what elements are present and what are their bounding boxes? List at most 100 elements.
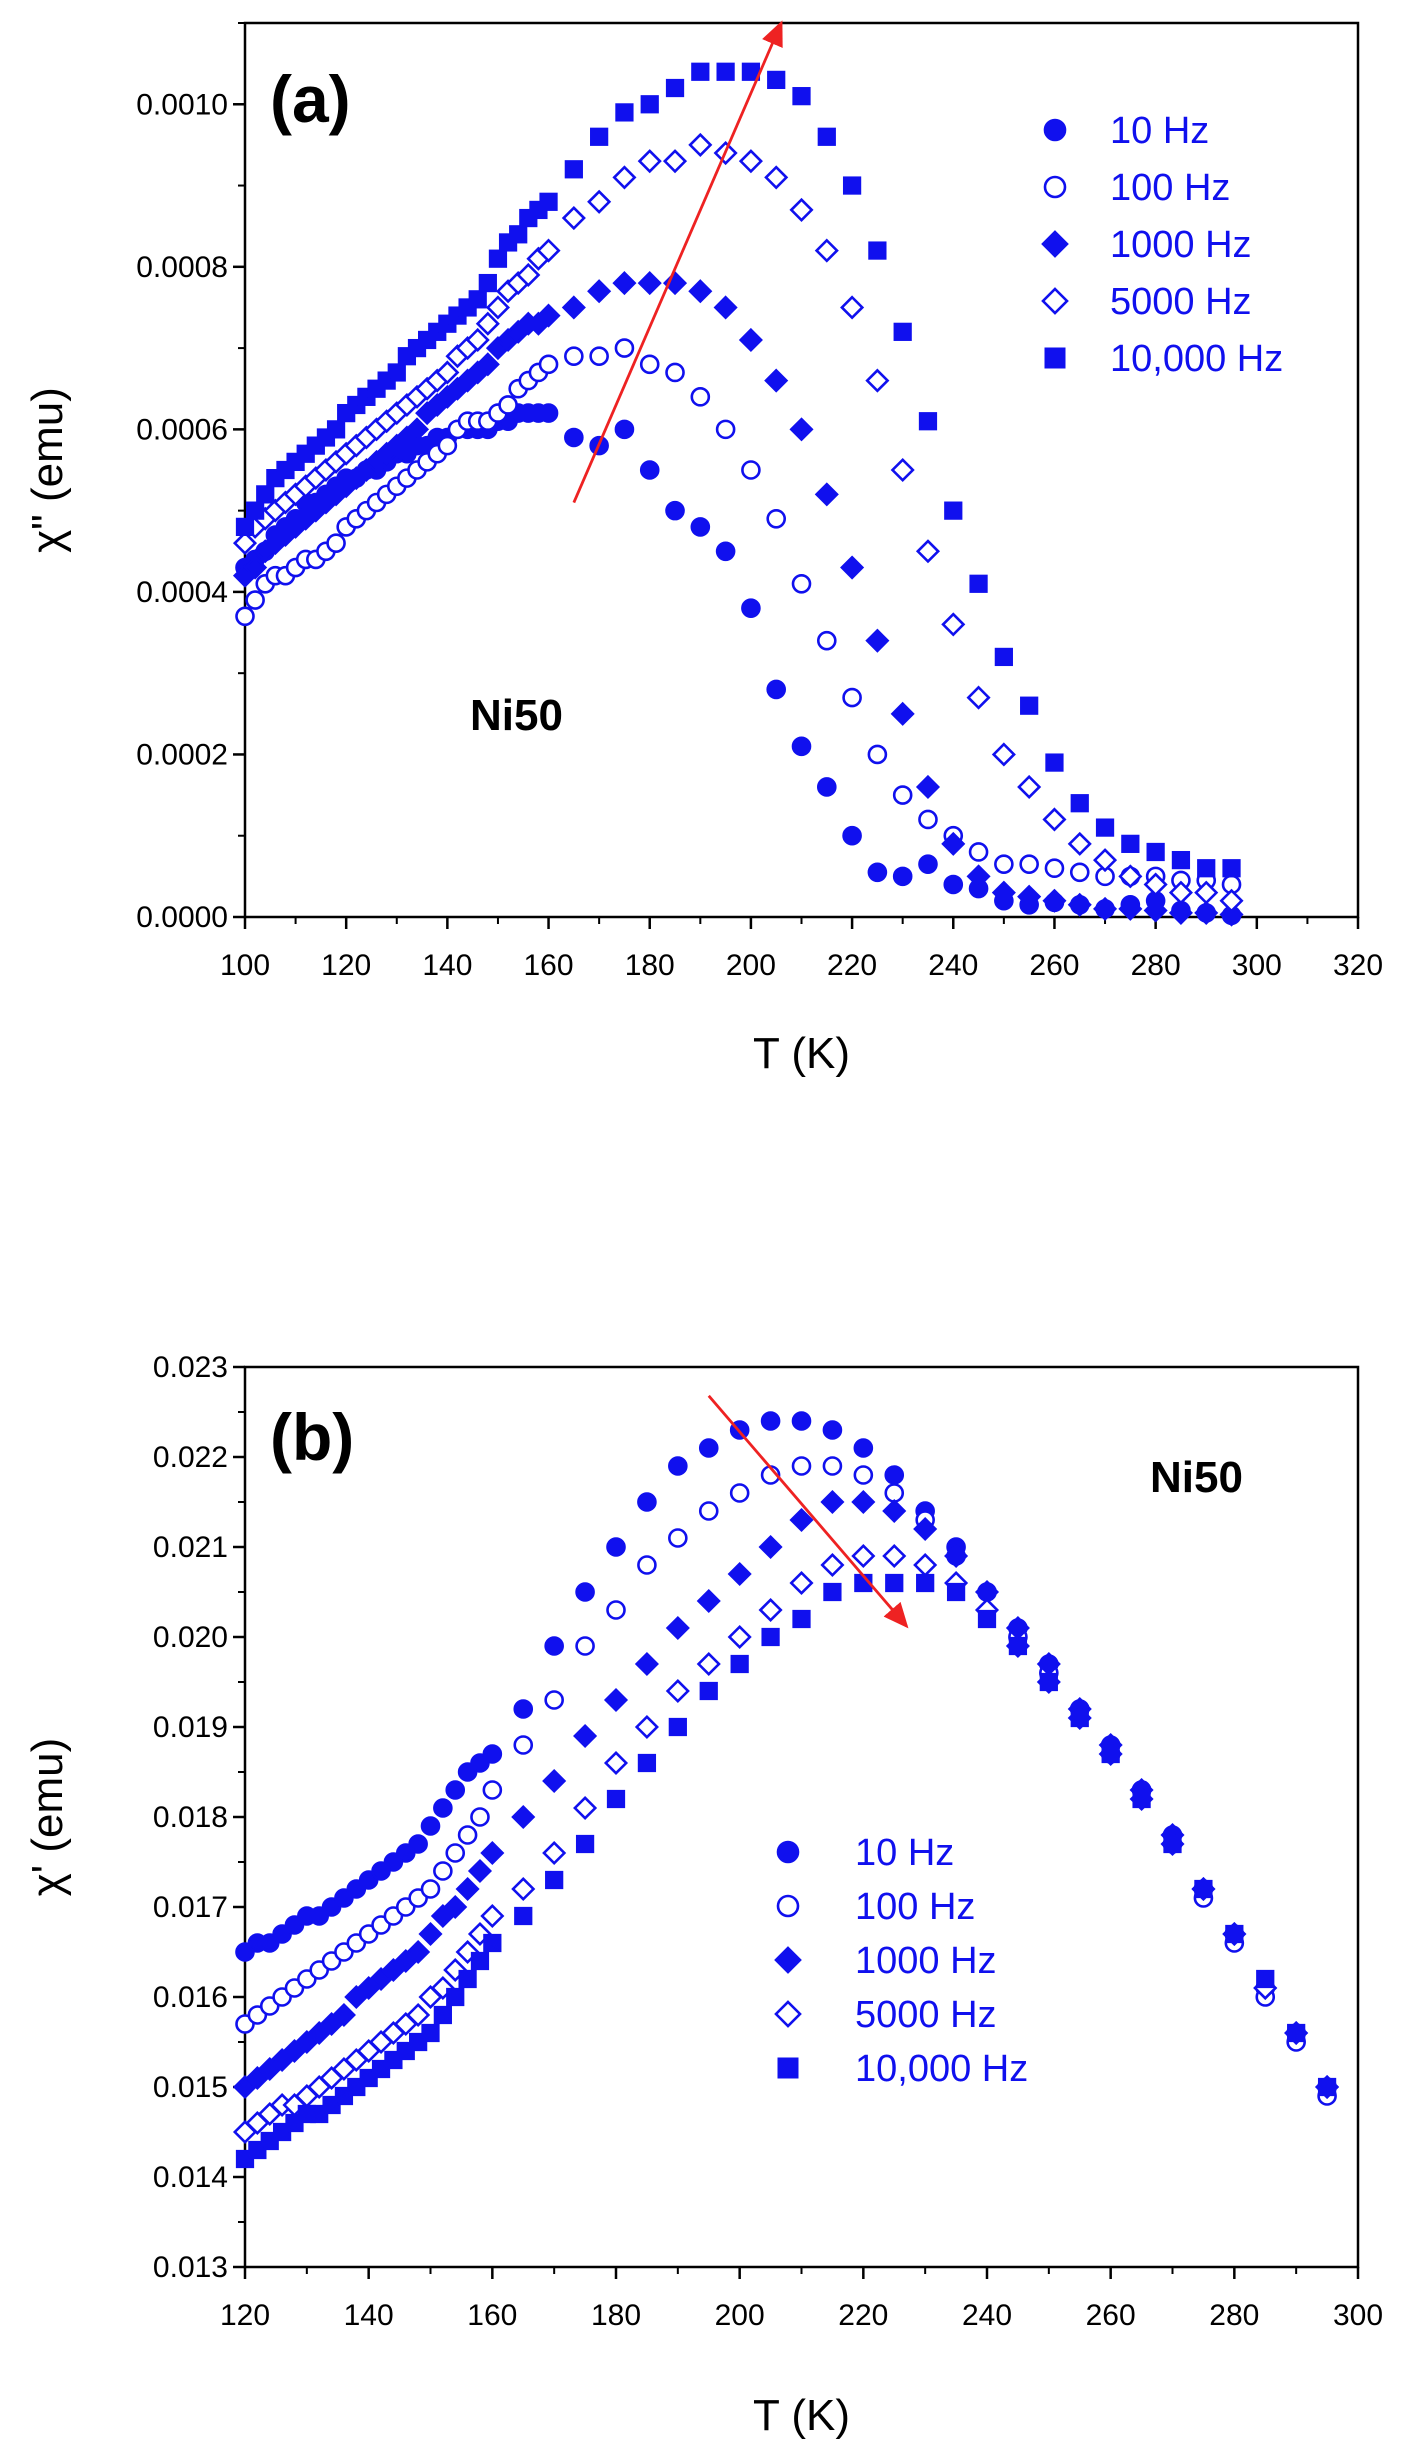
data-point-a-0-point-36 (690, 517, 711, 537)
data-point-b-2-point-31 (820, 1489, 845, 1515)
data-point-a-2-point-30 (536, 303, 561, 328)
data-point-b-3-point-33 (882, 1543, 907, 1569)
data-point-a-4-point-35 (665, 78, 685, 98)
data-point-a-3-point-50 (1042, 807, 1067, 832)
x-tick-label-a-8: 260 (1029, 949, 1079, 982)
data-point-a-2-point-32 (587, 279, 612, 304)
data-point-b-2-point-14 (406, 1939, 431, 1965)
data-point-a-2-point-40 (789, 417, 814, 442)
data-point-a-2-point-53 (1118, 896, 1143, 921)
data-point-a-4-point-39 (767, 70, 786, 90)
x-tick-label-a-5: 200 (726, 949, 776, 982)
data-point-a-4-point-54 (1146, 842, 1165, 862)
data-point-a-2-point-39 (764, 368, 789, 393)
data-point-a-1-point-26 (498, 395, 518, 415)
legend-label-b-3: 5000 Hz (855, 1994, 997, 2036)
series-b-10-000-hz (235, 1573, 1337, 2169)
data-point-a-2-point-42 (840, 555, 865, 580)
data-point-b-0-point-15 (420, 1816, 441, 1836)
data-point-a-1-point-38 (741, 460, 761, 480)
y-tick-label-a-1: 0.0002 (136, 738, 228, 771)
data-point-a-0-point-34 (639, 460, 660, 480)
data-point-a-4-point-2 (256, 485, 275, 504)
data-point-a-1-point-50 (1044, 858, 1065, 879)
data-point-a-3-point-33 (612, 165, 637, 190)
x-tick-label-b-6: 240 (962, 2299, 1012, 2332)
data-point-a-1-point-41 (816, 630, 837, 651)
data-point-a-0-point-38 (741, 598, 761, 618)
data-point-b-0-point-26 (668, 1456, 688, 1476)
data-point-b-4-point-24 (606, 1789, 626, 1809)
data-point-a-0-point-44 (892, 866, 913, 887)
data-point-a-3-point-54 (1143, 872, 1168, 897)
data-point-a-4-point-45 (918, 412, 938, 431)
data-point-b-0-point-17 (445, 1780, 466, 1800)
data-point-b-0-point-14 (408, 1834, 428, 1854)
data-point-b-3-point-28 (727, 1624, 752, 1650)
data-point-b-0-point-29 (760, 1411, 781, 1431)
data-point-a-2-point-56 (1194, 900, 1219, 925)
data-point-a-0-point-43 (867, 862, 888, 883)
legend-marker-b-point-3 (774, 2000, 802, 2028)
legend-label-b-4: 10,000 Hz (855, 2048, 1028, 2090)
series-a-10-000-hz (235, 62, 1241, 878)
x-tick-label-a-3: 160 (524, 949, 574, 982)
data-point-a-0-point-35 (665, 500, 685, 521)
data-point-a-2-point-36 (688, 279, 713, 304)
data-point-a-4-point-55 (1171, 850, 1191, 870)
data-point-a-1-point-44 (892, 785, 913, 805)
data-point-a-3-point-35 (662, 149, 688, 174)
data-point-a-2-point-43 (865, 628, 890, 653)
data-point-a-2-point-48 (991, 880, 1016, 905)
data-point-b-2-point-30 (789, 1507, 814, 1533)
legend-label-a-1: 100 Hz (1110, 167, 1230, 209)
data-point-b-1-point-25 (637, 1555, 657, 1575)
data-point-b-1-point-26 (668, 1528, 688, 1548)
data-point-a-2-point-24 (475, 352, 500, 377)
data-point-b-1-point-23 (575, 1636, 595, 1656)
data-point-b-4-point-34 (916, 1573, 935, 1593)
data-point-a-3-point-0 (232, 531, 258, 556)
data-point-a-1-point-42 (842, 687, 862, 708)
data-point-b-0-point-25 (637, 1492, 657, 1512)
data-point-a-4-point-15 (387, 363, 406, 382)
data-point-a-1-point-40 (791, 573, 812, 594)
data-point-b-0-point-32 (853, 1438, 874, 1458)
data-point-b-1-point-22 (544, 1690, 564, 1710)
data-point-a-4-point-57 (1222, 859, 1241, 878)
data-point-b-0-point-21 (513, 1699, 534, 1719)
data-point-b-1-point-20 (482, 1780, 503, 1800)
data-point-b-1-point-30 (791, 1456, 812, 1476)
data-point-b-4-point-35 (946, 1582, 966, 1602)
data-point-a-2-point-51 (1067, 892, 1092, 917)
data-point-b-2-point-8 (331, 2002, 356, 2028)
data-point-b-2-point-34 (913, 1516, 938, 1542)
data-point-a-1-point-49 (1019, 854, 1039, 874)
data-point-b-2-point-19 (467, 1858, 493, 1884)
data-point-b-0-point-16 (433, 1798, 453, 1818)
legend-marker-b-point-0 (776, 1840, 800, 1864)
data-point-b-4-point-36 (977, 1609, 997, 1629)
data-point-a-0-point-31 (564, 427, 584, 448)
data-point-b-1-point-16 (433, 1861, 453, 1881)
data-point-b-3-point-29 (758, 1597, 783, 1623)
data-point-a-1-point-45 (918, 809, 938, 830)
data-point-b-3-point-32 (851, 1543, 876, 1569)
x-tick-label-b-4: 200 (715, 2299, 765, 2332)
data-point-a-2-point-31 (561, 295, 586, 320)
x-tick-label-a-7: 240 (928, 949, 978, 982)
data-point-a-4-point-46 (944, 501, 963, 520)
data-point-b-3-point-25 (634, 1714, 659, 1740)
data-point-b-4-point-23 (575, 1834, 595, 1854)
legend-marker-b-point-4 (777, 2057, 799, 2079)
data-point-b-4-point-25 (637, 1753, 657, 1773)
data-point-a-3-point-46 (941, 612, 966, 637)
data-point-b-3-point-31 (820, 1552, 845, 1578)
data-point-b-0-point-23 (575, 1582, 595, 1602)
legend-marker-a-point-3 (1041, 287, 1069, 315)
data-point-b-1-point-15 (420, 1879, 441, 1899)
legend-marker-a-point-1 (1043, 175, 1067, 199)
data-point-a-3-point-52 (1093, 848, 1118, 873)
data-point-b-4-point-26 (668, 1717, 687, 1737)
data-point-b-0-point-31 (822, 1420, 843, 1440)
